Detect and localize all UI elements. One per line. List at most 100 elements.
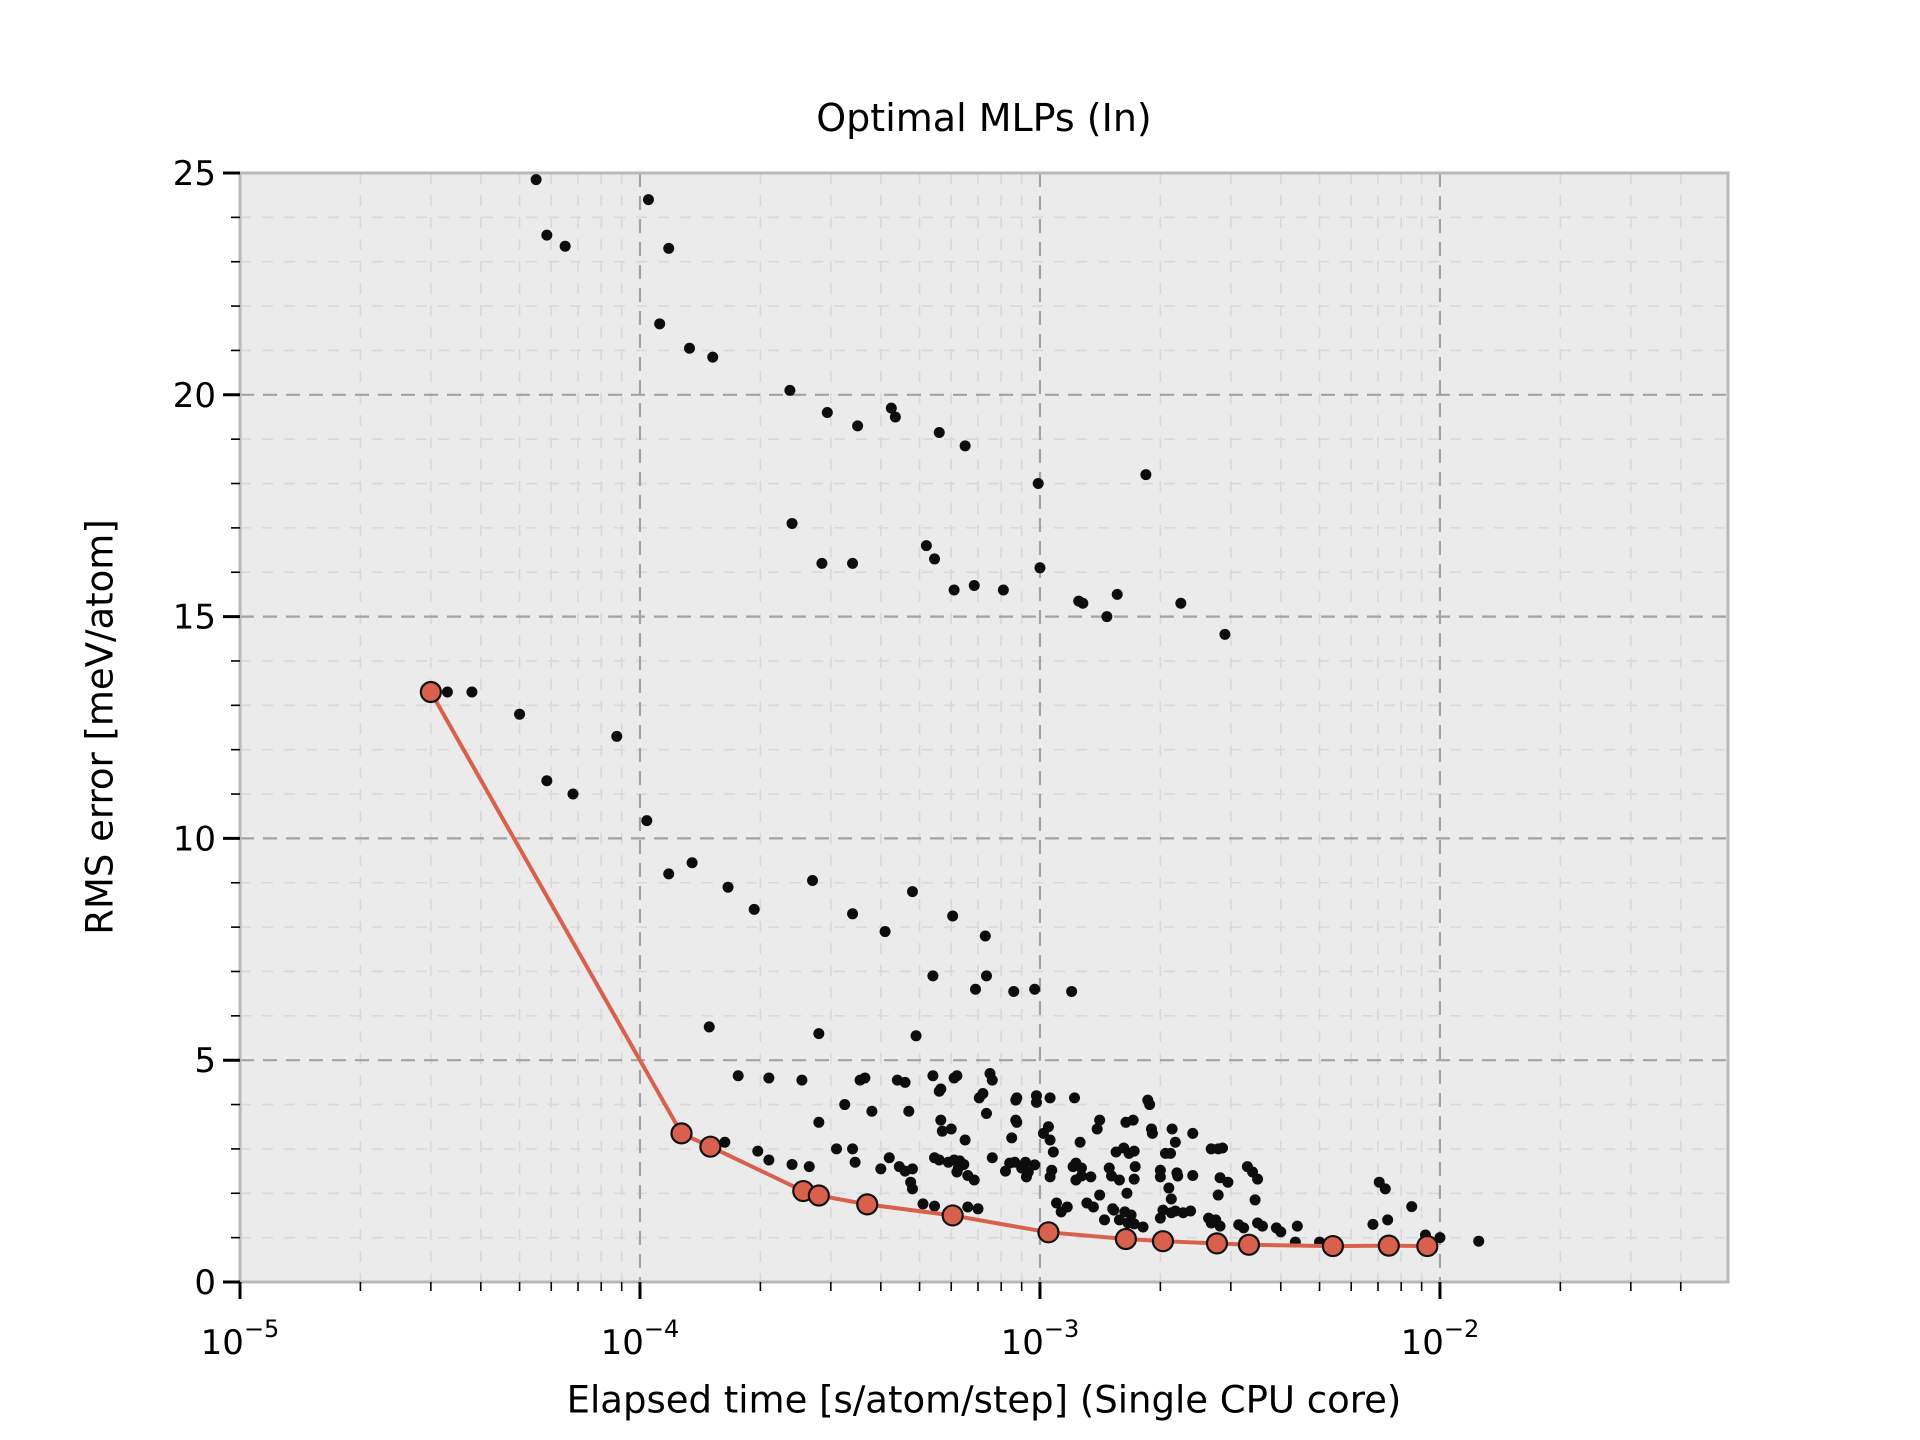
- scatter-point: [1172, 1170, 1184, 1182]
- scatter-point: [686, 857, 698, 869]
- scatter-point: [1256, 1220, 1268, 1232]
- scatter-point: [1175, 597, 1187, 609]
- scatter-point: [1434, 1232, 1446, 1244]
- scatter-point: [951, 1166, 963, 1178]
- y-tick-label: 20: [173, 376, 216, 416]
- scatter-point: [839, 1099, 851, 1111]
- scatter-point: [849, 1156, 861, 1168]
- scatter-point: [1140, 469, 1152, 481]
- scatter-point: [1212, 1189, 1224, 1201]
- scatter-point: [1022, 1166, 1034, 1178]
- scatter-point: [663, 868, 675, 880]
- scatter-point: [1019, 1156, 1031, 1168]
- scatter-point: [847, 908, 859, 920]
- scatter-point: [1163, 1182, 1175, 1194]
- scatter-point: [1137, 1221, 1149, 1233]
- scatter-point: [875, 1163, 887, 1175]
- scatter-point: [933, 427, 945, 439]
- scatter-point: [920, 540, 932, 552]
- scatter-point: [784, 384, 796, 396]
- scatter-point: [977, 1087, 989, 1099]
- scatter-point: [642, 194, 654, 206]
- scatter-point: [1379, 1183, 1391, 1195]
- scatter-point: [684, 342, 696, 354]
- scatter-point: [541, 229, 553, 241]
- scatter-point: [1154, 1212, 1166, 1224]
- scatter-point: [847, 1143, 859, 1155]
- scatter-point: [559, 240, 571, 252]
- axis-ticks: [223, 171, 1682, 1299]
- pareto-point: [1377, 1234, 1400, 1257]
- scatter-point: [1010, 1094, 1022, 1106]
- scatter-point: [1029, 983, 1041, 995]
- scatter-point: [641, 815, 653, 827]
- scatter-point: [1128, 1218, 1140, 1230]
- scatter-point: [719, 1136, 731, 1148]
- scatter-point: [1029, 1159, 1041, 1171]
- scatter-point: [933, 1085, 945, 1097]
- scatter-point: [980, 970, 992, 982]
- scatter-point: [813, 1116, 825, 1128]
- scatter-point: [796, 1074, 808, 1086]
- scatter-point: [899, 1076, 911, 1088]
- scatter-point: [1051, 1197, 1063, 1209]
- x-tick-label: 10−2: [1401, 1315, 1480, 1363]
- scatter-point: [1164, 1147, 1176, 1159]
- scatter-point: [962, 1201, 974, 1213]
- scatter-point: [1217, 1142, 1229, 1154]
- scatter-point: [514, 708, 526, 720]
- scatter-point: [906, 1183, 918, 1195]
- scatter-point: [986, 1074, 998, 1086]
- scatter-point: [933, 1154, 945, 1166]
- scatter-point: [530, 174, 542, 186]
- pareto-point: [1037, 1221, 1060, 1244]
- pareto-markers: [419, 680, 1439, 1258]
- scatter-point: [786, 517, 798, 529]
- pareto-point: [1237, 1233, 1261, 1256]
- scatter-point: [959, 1134, 971, 1146]
- scatter-point: [929, 1200, 941, 1212]
- scatter-point: [1044, 1092, 1056, 1104]
- scatter-point: [807, 875, 819, 887]
- scatter-point: [1075, 1162, 1087, 1174]
- scatter-point: [1077, 597, 1089, 609]
- x-tick-exponent: −4: [644, 1315, 679, 1343]
- scatter-point: [927, 1070, 939, 1082]
- scatter-point: [1094, 1114, 1106, 1126]
- scatter-point: [1146, 1127, 1158, 1139]
- scatter-point: [707, 351, 719, 363]
- scatter-point: [732, 1070, 744, 1082]
- scatter-point: [821, 407, 833, 419]
- pareto-point: [1114, 1227, 1137, 1251]
- scatter-point: [968, 580, 980, 592]
- scatter-point: [1070, 1174, 1082, 1186]
- scatter-point: [1034, 562, 1046, 574]
- y-tick-label: 15: [173, 598, 216, 638]
- scatter-point: [1030, 1096, 1042, 1108]
- scatter-point: [1154, 1171, 1166, 1183]
- scatter-point: [1128, 1173, 1140, 1185]
- scatter-point: [466, 686, 478, 698]
- scatter-point: [1121, 1187, 1133, 1199]
- scatter-point: [1111, 588, 1123, 600]
- scatter-point: [1042, 1121, 1054, 1133]
- scatter-point: [972, 1203, 984, 1215]
- scatter-point: [935, 1114, 947, 1126]
- scatter-point: [979, 930, 991, 942]
- scatter-point: [927, 970, 939, 982]
- scatter-point: [945, 1123, 957, 1135]
- scatter-point: [1291, 1220, 1303, 1232]
- scatter-point: [441, 686, 453, 698]
- scatter-point: [1187, 1127, 1199, 1139]
- scatter-point: [1120, 1116, 1132, 1128]
- scatter-point: [917, 1198, 929, 1210]
- scatter-point: [1008, 985, 1020, 997]
- scatter-point: [1473, 1235, 1485, 1247]
- scatter-point: [1107, 1203, 1119, 1215]
- scatter-point: [1091, 1123, 1103, 1135]
- scatter-point: [1099, 1214, 1111, 1226]
- scatter-point: [1094, 1189, 1106, 1201]
- tick-labels: 0 5 10 15 20 25 10−5 10−4 10−3 10−2: [173, 154, 1480, 1363]
- x-tick-label: 10−3: [1001, 1315, 1080, 1363]
